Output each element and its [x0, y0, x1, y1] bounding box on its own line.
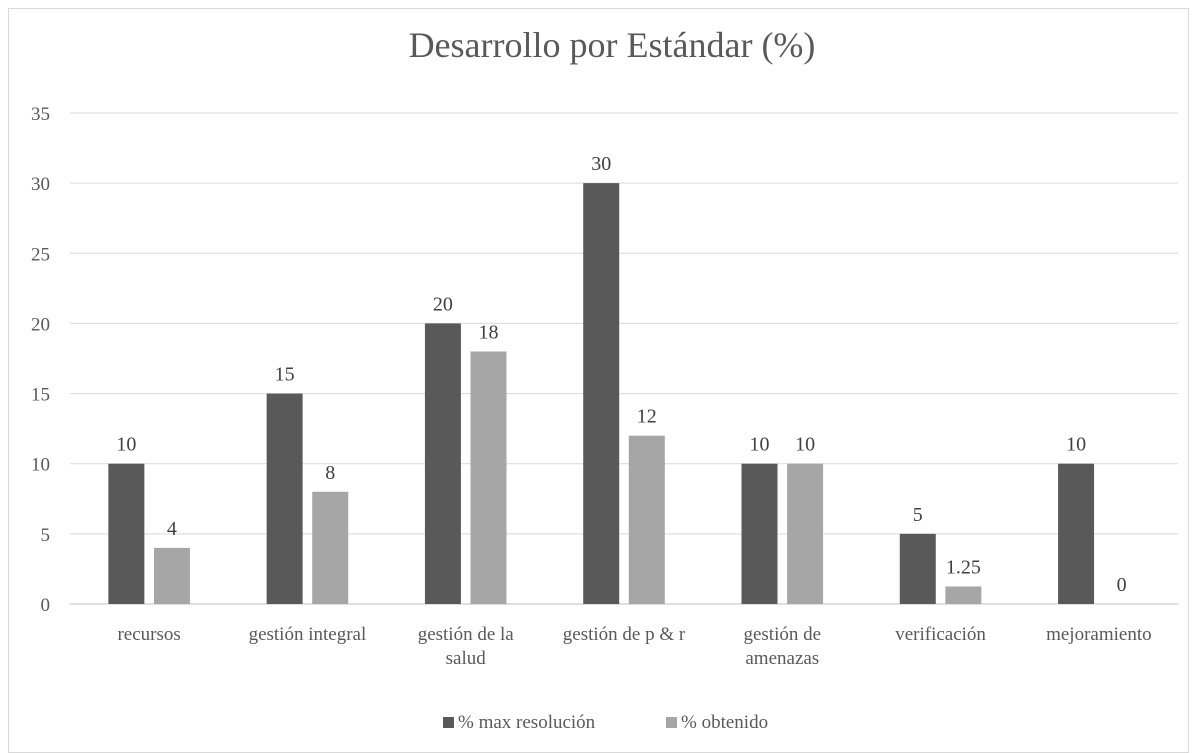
data-label: 20 — [433, 293, 453, 315]
x-tick-label: gestión de p & r — [563, 624, 686, 645]
data-label: 10 — [116, 434, 136, 456]
x-tick-label: amenazas — [745, 648, 819, 669]
legend-swatch — [443, 717, 454, 728]
bar-obtenido — [470, 351, 507, 604]
y-tick-label: 0 — [41, 595, 51, 616]
bar-obtenido — [787, 463, 824, 604]
bar-max-resolucion — [899, 533, 936, 604]
bar-obtenido — [628, 435, 665, 604]
data-label: 0 — [1117, 574, 1127, 596]
y-tick-label: 15 — [31, 385, 50, 406]
bar-obtenido — [153, 547, 190, 604]
x-tick-label: gestión de la — [418, 624, 515, 645]
x-tick-label: gestión de — [743, 624, 821, 645]
data-label: 10 — [795, 434, 815, 456]
y-tick-label: 35 — [31, 104, 50, 125]
y-tick-label: 25 — [31, 244, 50, 265]
chart-title: Desarrollo por Estándar (%) — [409, 25, 816, 65]
data-label: 15 — [275, 364, 295, 386]
data-label: 1.25 — [946, 556, 981, 578]
data-label: 10 — [749, 434, 769, 456]
legend-label: % max resolución — [458, 712, 596, 733]
bar-obtenido — [312, 491, 349, 604]
legend-swatch — [666, 717, 677, 728]
data-label: 4 — [167, 518, 177, 540]
legend-label: % obtenido — [681, 712, 768, 733]
bar-max-resolucion — [1058, 463, 1095, 604]
y-tick-label: 30 — [31, 174, 50, 195]
x-tick-label: salud — [446, 648, 487, 669]
bar-max-resolucion — [266, 393, 303, 604]
bar-max-resolucion — [424, 323, 461, 604]
data-label: 30 — [591, 153, 611, 175]
x-tick-label: verificación — [895, 624, 986, 645]
bar-obtenido — [945, 586, 982, 604]
bar-max-resolucion — [583, 183, 620, 604]
bar-max-resolucion — [741, 463, 778, 604]
data-label: 5 — [913, 504, 923, 526]
data-label: 12 — [637, 406, 657, 428]
x-tick-label: recursos — [117, 624, 180, 645]
y-tick-label: 20 — [31, 314, 50, 335]
data-label: 10 — [1066, 434, 1086, 456]
bar-max-resolucion — [108, 463, 145, 604]
data-label: 8 — [325, 462, 335, 484]
y-tick-label: 5 — [41, 525, 51, 546]
data-label: 18 — [479, 321, 499, 343]
y-tick-label: 10 — [31, 455, 50, 476]
x-tick-label: mejoramiento — [1046, 624, 1152, 645]
x-tick-label: gestión integral — [249, 624, 367, 645]
